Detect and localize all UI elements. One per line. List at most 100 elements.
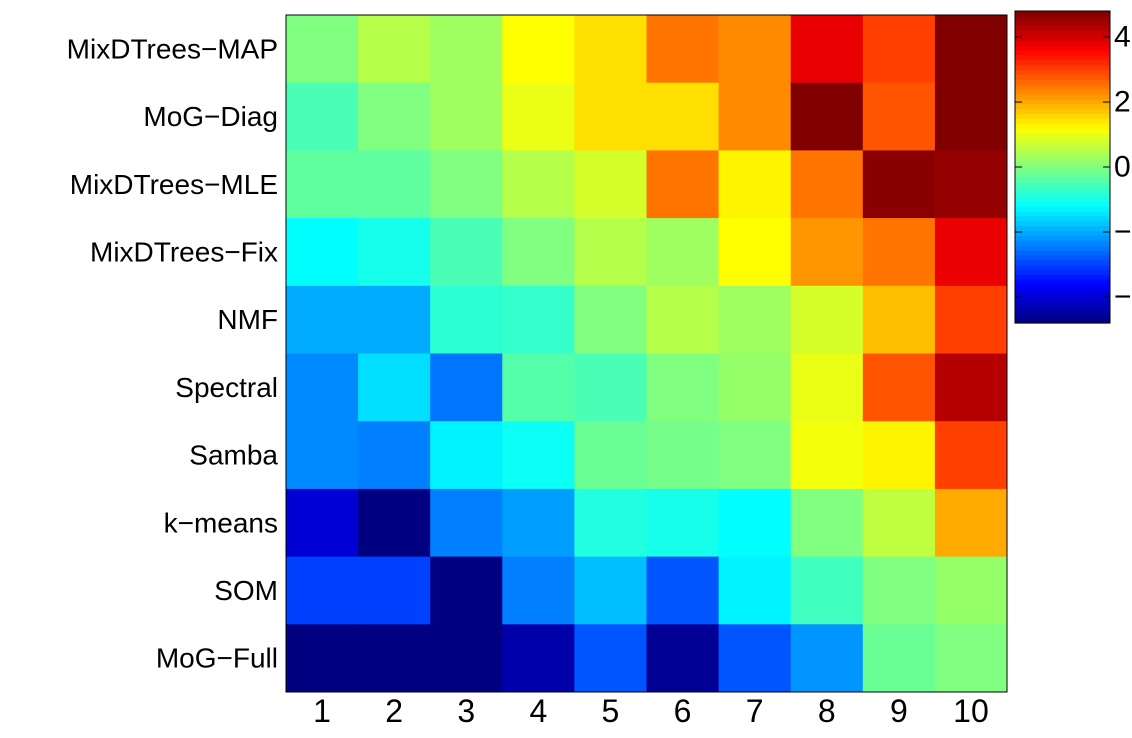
- heatmap-cell: [502, 421, 575, 490]
- heatmap-cell: [502, 15, 575, 84]
- heatmap-cell: [862, 285, 936, 354]
- colorbar-segment: [1015, 69, 1110, 75]
- heatmap-cell: [430, 285, 503, 354]
- heatmap-cell: [574, 285, 647, 354]
- heatmap-cell: [358, 150, 431, 219]
- colorbar-segment: [1015, 54, 1110, 61]
- y-tick-label: MixDTrees−MAP: [67, 33, 278, 64]
- colorbar-tick-label: −2: [1114, 216, 1132, 249]
- heatmap-cell: [358, 285, 431, 354]
- heatmap-cell: [358, 556, 431, 625]
- colorbar-segment: [1015, 167, 1110, 173]
- colorbar-segment: [1015, 249, 1110, 256]
- heatmap-cell: [430, 488, 503, 558]
- colorbar-segment: [1015, 108, 1110, 114]
- colorbar-segment: [1015, 254, 1110, 261]
- heatmap-cell: [718, 150, 792, 219]
- heatmap-cell: [358, 353, 431, 422]
- colorbar-segment: [1015, 240, 1110, 246]
- heatmap-cell: [430, 353, 503, 422]
- heatmap-cell: [286, 15, 359, 84]
- heatmap-cell: [790, 624, 864, 693]
- y-tick-label: MixDTrees−Fix: [90, 236, 278, 267]
- heatmap-cell: [718, 15, 792, 84]
- colorbar-segment: [1015, 298, 1110, 305]
- x-tick-label: 7: [746, 693, 764, 729]
- heatmap-cell: [502, 150, 575, 219]
- heatmap-cell: [646, 421, 720, 490]
- colorbar-segment: [1015, 269, 1110, 275]
- colorbar-tick-label: 4: [1114, 21, 1131, 54]
- colorbar-segment: [1015, 11, 1110, 17]
- x-tick-label: 6: [674, 693, 692, 729]
- heatmap-cell: [574, 421, 647, 490]
- colorbar-segment: [1015, 162, 1110, 168]
- heatmap-cell: [862, 488, 936, 558]
- heatmap-cell: [574, 15, 647, 84]
- heatmap-cell: [934, 556, 1008, 625]
- heatmap-cell: [790, 15, 864, 84]
- heatmap-cell: [430, 150, 503, 219]
- colorbar-segment: [1015, 196, 1110, 202]
- heatmap-cell: [718, 421, 792, 490]
- y-tick-label: NMF: [217, 304, 278, 335]
- colorbar-segment: [1015, 50, 1110, 56]
- colorbar-segment: [1015, 84, 1110, 90]
- heatmap-cell: [430, 421, 503, 490]
- colorbar-segment: [1015, 20, 1110, 27]
- heatmap-cell: [718, 624, 792, 693]
- colorbar-segment: [1015, 225, 1110, 231]
- x-tick-labels: 1 2 3 4 5 6 7 8 9 10: [313, 693, 989, 729]
- colorbar-segment: [1015, 25, 1110, 32]
- colorbar-segment: [1015, 308, 1110, 314]
- heatmap-cells: [286, 15, 1008, 693]
- colorbar-segment: [1015, 215, 1110, 222]
- heatmap-cell: [790, 353, 864, 422]
- x-tick-label: 1: [313, 693, 331, 729]
- colorbar-segment: [1015, 191, 1110, 197]
- heatmap-cell: [574, 353, 647, 422]
- y-tick-label: MixDTrees−MLE: [70, 169, 278, 200]
- y-tick-labels: MixDTrees−MAP MoG−Diag MixDTrees−MLE MixDTr…: [67, 33, 279, 673]
- heatmap-cell: [430, 556, 503, 625]
- heatmap-cell: [646, 150, 720, 219]
- heatmap-cell: [862, 556, 936, 625]
- heatmap-cell: [862, 15, 936, 84]
- colorbar-segment: [1015, 64, 1110, 71]
- heatmap-cell: [286, 624, 359, 693]
- heatmap-cell: [430, 15, 503, 84]
- heatmap-cell: [502, 488, 575, 558]
- x-tick-label: 3: [457, 693, 475, 729]
- heatmap-cell: [430, 624, 503, 693]
- colorbar-tick-label: 0: [1114, 151, 1131, 184]
- heatmap-cell: [862, 150, 936, 219]
- colorbar-segment: [1015, 103, 1110, 110]
- colorbar-segment: [1015, 147, 1110, 153]
- heatmap-cell: [862, 353, 936, 422]
- heatmap-cell: [790, 150, 864, 219]
- colorbar-segment: [1015, 220, 1110, 227]
- colorbar-segment: [1015, 288, 1110, 295]
- heatmap-cell: [646, 624, 720, 693]
- heatmap-cell: [790, 285, 864, 354]
- heatmap-cell: [718, 488, 792, 558]
- colorbar-segment: [1015, 274, 1110, 280]
- heatmap-cell: [790, 82, 864, 151]
- heatmap-cell: [286, 218, 359, 287]
- heatmap-cell: [718, 556, 792, 625]
- colorbar-segment: [1015, 74, 1110, 80]
- heatmap-cell: [934, 488, 1008, 558]
- heatmap-cell: [790, 556, 864, 625]
- heatmap-cell: [574, 556, 647, 625]
- colorbar-segment: [1015, 59, 1110, 66]
- colorbar-segment: [1015, 89, 1110, 95]
- heatmap-cell: [934, 353, 1008, 422]
- x-tick-label: 4: [529, 693, 547, 729]
- colorbar-segment: [1015, 171, 1110, 178]
- heatmap-cell: [934, 150, 1008, 219]
- heatmap-cell: [790, 218, 864, 287]
- colorbar-segment: [1015, 40, 1110, 46]
- x-tick-label: 5: [602, 693, 620, 729]
- heatmap-cell: [574, 82, 647, 151]
- colorbar-segment: [1015, 284, 1110, 290]
